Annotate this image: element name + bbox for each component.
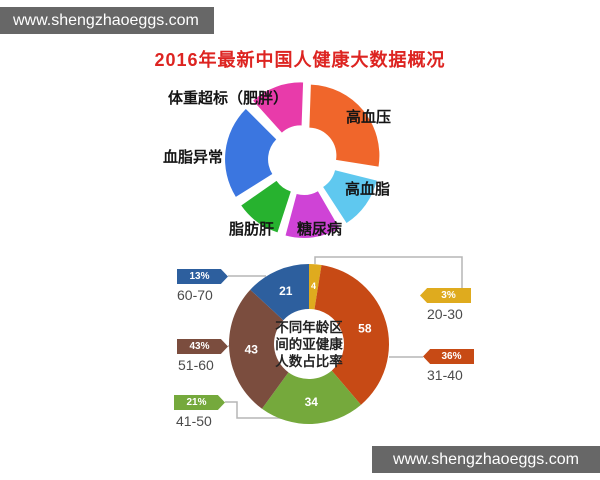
watermark-bottom: www.shengzhaoeggs.com [372, 446, 600, 473]
pie1-segment [225, 109, 276, 197]
pie-charts-canvas: 4 58 34 43 21 [0, 0, 600, 480]
age-range-label: 60-70 [177, 287, 213, 303]
segment-value: 21 [279, 284, 293, 298]
segment-value: 4 [311, 281, 316, 291]
percent-tag-20-30: 3% [420, 288, 471, 303]
percent-tag-41-50: 21% [174, 395, 225, 410]
percent-tag-51-60: 43% [177, 339, 228, 354]
age-range-label: 41-50 [176, 413, 212, 429]
health-infographic: www.shengzhaoeggs.com 2016年最新中国人健康大数据概况 … [0, 0, 600, 480]
pie1-label-overweight: 体重超标（肥胖） [168, 87, 288, 108]
percent-tag-31-40: 36% [423, 349, 474, 364]
pie1-label-dyslipidemia: 血脂异常 [163, 146, 223, 167]
segment-value: 34 [305, 395, 319, 409]
age-range-label: 31-40 [427, 367, 463, 383]
pie2-center-caption: 不同年龄区 间的亚健康 人数占比率 [259, 319, 359, 370]
percent-tag-60-70: 13% [177, 269, 228, 284]
segment-value: 58 [358, 321, 372, 335]
pie1-label-diabetes: 糖尿病 [297, 218, 342, 239]
pie1-label-fatty-liver: 脂肪肝 [229, 218, 274, 239]
segment-value: 43 [245, 343, 259, 357]
age-range-label: 20-30 [427, 306, 463, 322]
age-range-label: 51-60 [178, 357, 214, 373]
pie1-label-hyperlipidemia: 高血脂 [345, 178, 390, 199]
pie1-label-hypertension: 高血压 [346, 106, 391, 127]
